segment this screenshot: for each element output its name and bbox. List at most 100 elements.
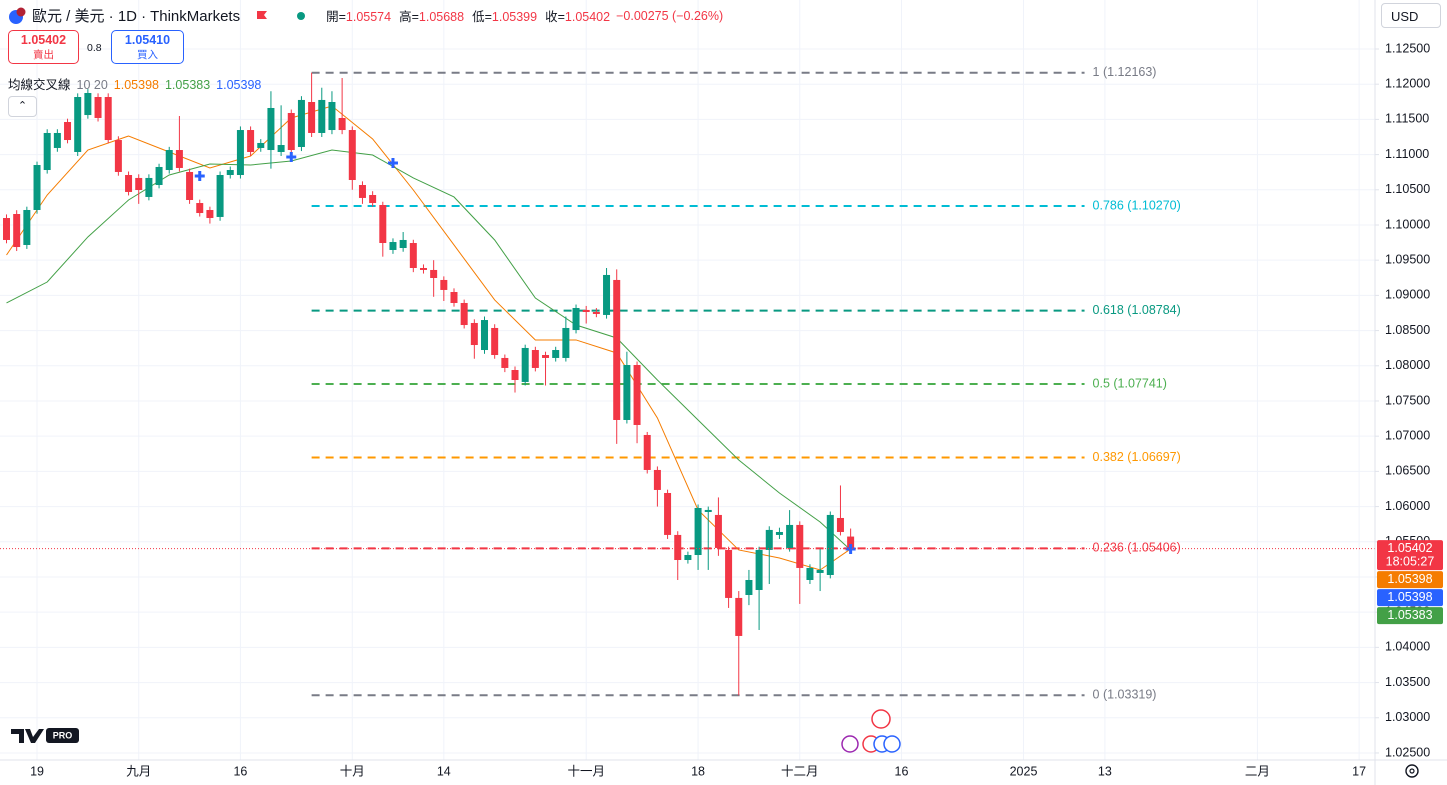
- price-badge-label: 1.05402: [1387, 541, 1432, 555]
- candle-body: [297, 99, 305, 147]
- candle-body: [328, 102, 336, 131]
- candle-body: [358, 185, 366, 198]
- candle-body: [460, 302, 468, 326]
- candle-body: [186, 171, 194, 200]
- y-tick-label: 1.04000: [1385, 640, 1430, 654]
- x-tick-label: 16: [895, 764, 909, 778]
- price-badge: [1377, 589, 1443, 607]
- candle-body: [74, 97, 82, 152]
- event-icon: [883, 735, 901, 753]
- indicator-value: 1.05398: [113, 78, 159, 92]
- candle-body: [145, 177, 153, 197]
- ohlc-label: 收=: [545, 10, 565, 24]
- candle-body: [562, 327, 570, 358]
- candle-body: [572, 307, 580, 331]
- candle-body: [13, 214, 21, 248]
- fib-label: 0 (1.03319): [1093, 688, 1157, 702]
- buy-button[interactable]: 1.05410 買入: [111, 30, 184, 64]
- y-tick-label: 1.09500: [1385, 252, 1430, 266]
- fibonacci: 1 (1.12163) 0.786 (1.10270) 0.618 (1.08784…: [311, 65, 1181, 702]
- market-open: [297, 11, 306, 20]
- y-tick-label: 1.11000: [1385, 147, 1429, 161]
- candle-body: [165, 150, 173, 171]
- candle-body: [714, 514, 722, 548]
- candle-body: [633, 365, 641, 425]
- buy-label[interactable]: 買入: [137, 49, 158, 61]
- candle-body: [104, 97, 112, 141]
- candle-body: [308, 102, 316, 133]
- candle-body: [236, 130, 244, 176]
- price-badge-label: 1.05398: [1387, 590, 1432, 604]
- candle-body: [531, 350, 539, 368]
- settings-gear-center[interactable]: [1409, 768, 1415, 774]
- y-tick-label: 1.10000: [1385, 217, 1430, 231]
- candle-body: [826, 514, 834, 575]
- ohlc-value: 1.05688: [418, 10, 465, 24]
- ohlc-label: 高=: [399, 10, 419, 24]
- symbol-icon: [9, 7, 26, 24]
- spread: 0.8: [87, 42, 102, 54]
- status-dot: [297, 11, 306, 20]
- flag-us: [16, 7, 26, 16]
- sell-label[interactable]: 賣出: [33, 49, 54, 61]
- axes: 1.12500 1.12000 1.11500 1.11000 1.10500 1.100…: [30, 41, 1443, 778]
- indicator-name: 均線交叉線: [8, 78, 71, 92]
- candle-body: [267, 107, 275, 151]
- indicator-value: 1.05383: [164, 78, 211, 92]
- price-badge: [1377, 540, 1443, 571]
- sell-price[interactable]: 1.05402: [20, 33, 67, 47]
- settings-icon[interactable]: [1405, 764, 1419, 778]
- candle-body: [257, 142, 265, 148]
- candle-body: [511, 370, 519, 380]
- ohlc-value: 1.05399: [491, 10, 538, 24]
- x-tick-label: 十一月: [567, 764, 605, 778]
- candle-body: [216, 175, 224, 217]
- settings-gear[interactable]: [1405, 764, 1419, 778]
- candle-body: [745, 579, 753, 595]
- y-tick-label: 1.03000: [1385, 710, 1430, 724]
- y-tick-label: 1.08000: [1385, 358, 1430, 372]
- candle-body: [419, 267, 427, 270]
- candle-body: [796, 524, 804, 568]
- candle-body: [399, 239, 407, 249]
- price-badge: [1377, 607, 1443, 625]
- candle-body: [33, 165, 41, 210]
- candle-body: [542, 355, 550, 358]
- flag[interactable]: [257, 10, 268, 19]
- price-badge-label: 1.05383: [1387, 608, 1432, 622]
- candle-body: [64, 121, 72, 141]
- candle-body: [175, 150, 183, 168]
- x-tick-label: 2025: [1010, 764, 1038, 778]
- ohlc-label: 開=: [326, 10, 346, 24]
- candle-body: [155, 166, 163, 186]
- currency-button[interactable]: USD: [1381, 3, 1441, 28]
- candle-body: [53, 132, 61, 148]
- flag-icon[interactable]: [254, 9, 270, 23]
- candle-body: [592, 311, 600, 314]
- candle-body: [623, 365, 631, 420]
- grid: [0, 0, 1375, 760]
- header: 歐元 / 美元 · 1D · ThinkMarkets 開=1.05574 高=1…: [8, 5, 723, 26]
- candle-body: [603, 274, 611, 315]
- currency[interactable]: USD: [1391, 9, 1419, 24]
- logo-badge: [46, 728, 79, 743]
- candle-body: [491, 327, 499, 356]
- indicator-value: 1.05398: [216, 78, 262, 92]
- candle-body: [643, 434, 651, 470]
- candle-body: [552, 350, 560, 358]
- event-icon: [841, 735, 859, 753]
- crossover-marker: [387, 157, 398, 168]
- y-tick-label: 1.07500: [1385, 393, 1430, 407]
- fib-label: 0.786 (1.10270): [1093, 198, 1181, 212]
- sell-button[interactable]: 1.05402 賣出: [8, 30, 79, 64]
- collapse-button[interactable]: ⌃: [8, 96, 37, 117]
- x-tick-label: 九月: [126, 764, 151, 778]
- crossover-marker: [194, 170, 205, 181]
- x-tick-label: 17: [1352, 764, 1366, 778]
- buy-price[interactable]: 1.05410: [124, 33, 171, 47]
- crossover-marker: [286, 151, 297, 162]
- x-tick-label: 十二月: [781, 764, 819, 778]
- logo-mark: [11, 729, 44, 743]
- y-tick-label: 1.12500: [1385, 41, 1430, 55]
